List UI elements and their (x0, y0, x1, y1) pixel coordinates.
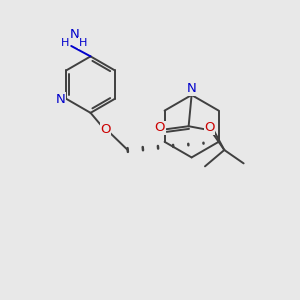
Text: H: H (61, 38, 70, 48)
Text: O: O (204, 121, 215, 134)
Text: N: N (69, 28, 79, 40)
Text: O: O (100, 123, 111, 136)
Text: O: O (154, 121, 165, 134)
Text: H: H (79, 38, 87, 48)
Text: N: N (56, 93, 66, 106)
Text: N: N (187, 82, 196, 95)
